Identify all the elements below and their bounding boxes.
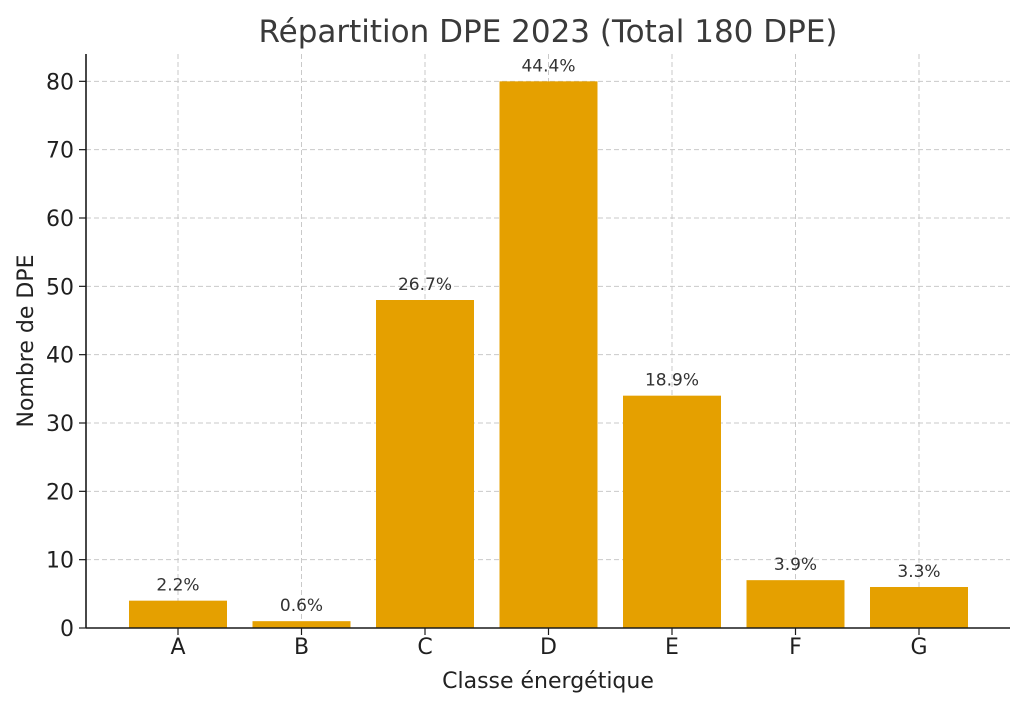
y-tick-label-70: 70 [46, 139, 74, 164]
data-label-E: 18.9% [645, 371, 699, 391]
y-tick-label-20: 20 [46, 480, 74, 505]
labels-layer: 0 10 20 30 40 50 60 70 80 2.2% A 0.6% B 26.7% C 44.4% D 1… [46, 56, 941, 660]
y-tick-label-60: 60 [46, 207, 74, 232]
grid-layer [86, 54, 1010, 629]
y-tick-label-40: 40 [46, 344, 74, 369]
data-label-A: 2.2% [156, 576, 199, 596]
y-tick-label-0: 0 [60, 617, 74, 642]
y-axis-title: Nombre de DPE [14, 254, 39, 427]
bar-B [252, 621, 351, 628]
x-axis-title: Classe énergétique [442, 669, 654, 694]
x-tick-label-D: D [540, 635, 557, 660]
bar-G [870, 587, 968, 628]
bars-layer [129, 81, 968, 629]
bar-A [129, 600, 227, 628]
chart-title: Répartition DPE 2023 (Total 180 DPE) [258, 14, 837, 50]
x-tick-label-E: E [665, 635, 679, 660]
bar-E [623, 395, 721, 628]
x-tick-label-A: A [170, 635, 185, 660]
data-label-C: 26.7% [398, 275, 452, 295]
y-tick-label-50: 50 [46, 275, 74, 300]
bar-C [376, 300, 474, 628]
data-label-D: 44.4% [521, 56, 575, 76]
y-tick-label-80: 80 [46, 70, 74, 95]
y-tick-label-10: 10 [46, 549, 74, 574]
data-label-F: 3.9% [774, 555, 817, 575]
bar-F [746, 580, 845, 628]
data-label-G: 3.3% [897, 562, 940, 582]
axes-layer [79, 54, 1010, 635]
x-tick-label-C: C [417, 635, 432, 660]
y-tick-label-30: 30 [46, 412, 74, 437]
x-tick-label-B: B [294, 635, 309, 660]
x-tick-label-G: G [910, 635, 927, 660]
bar-D [499, 81, 598, 629]
data-label-B: 0.6% [280, 596, 323, 616]
x-tick-label-F: F [789, 635, 802, 660]
